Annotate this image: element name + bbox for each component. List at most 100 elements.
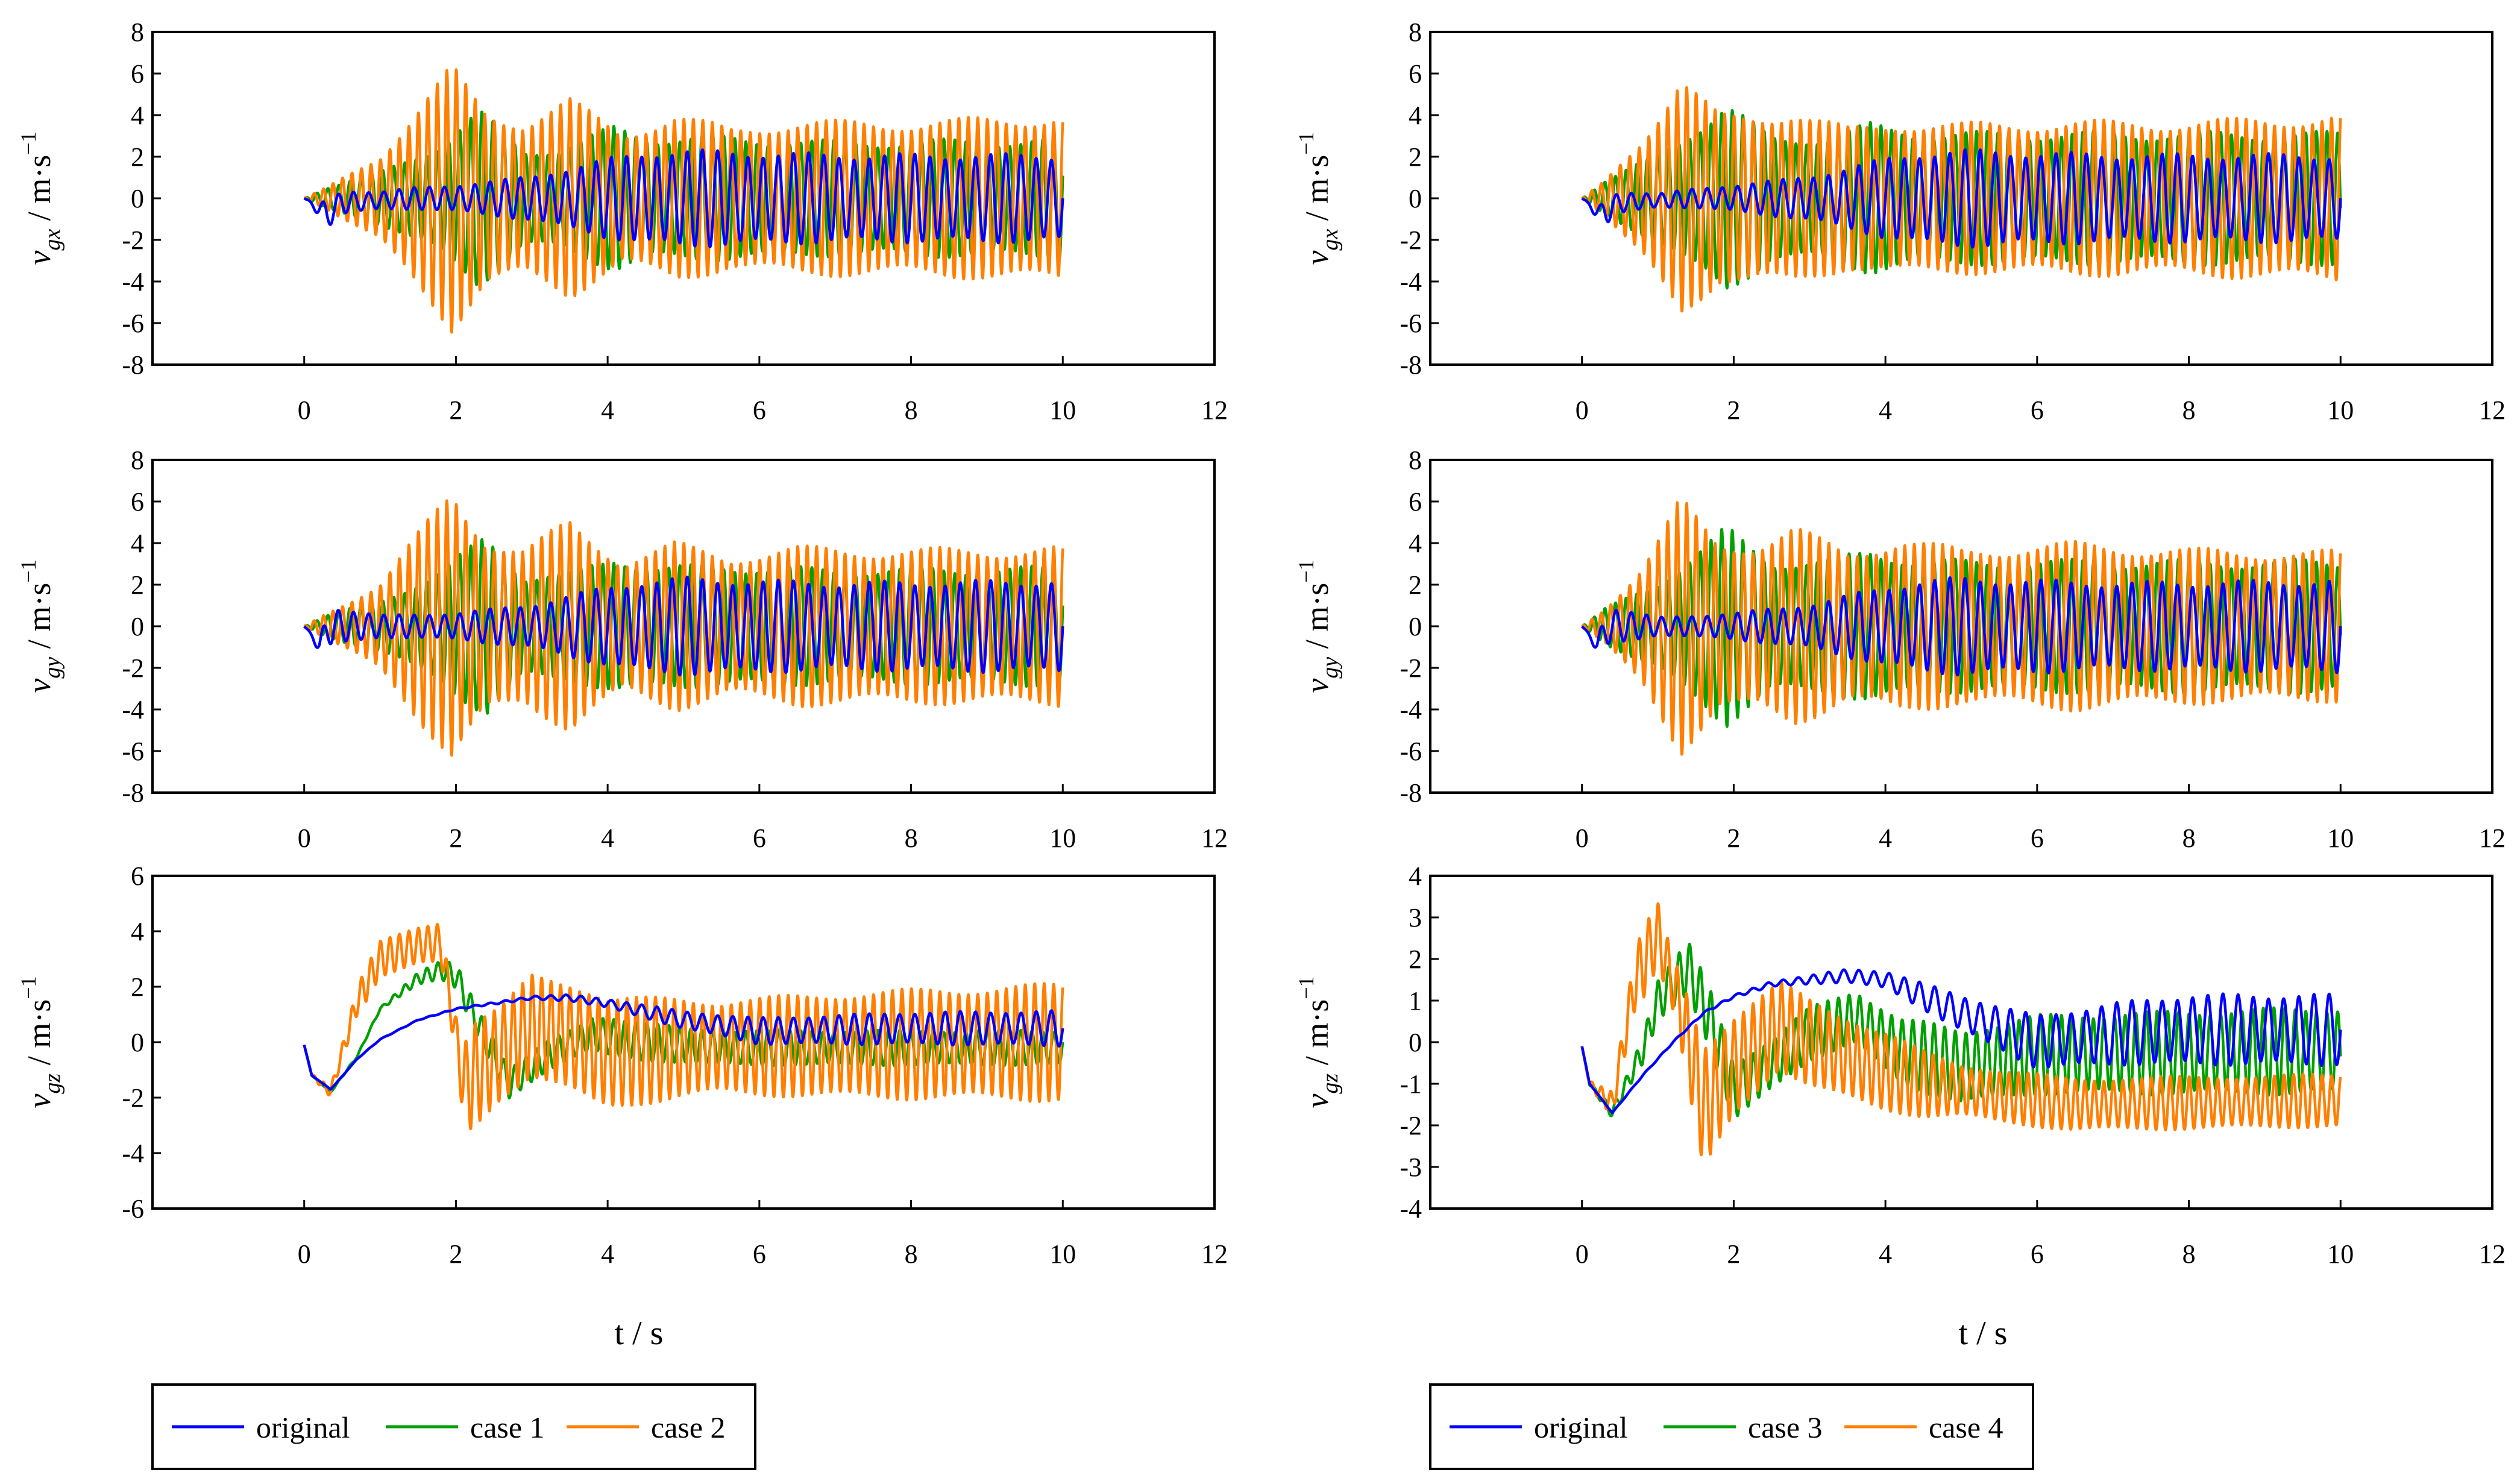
- vgy-left-ytick-label-5: 2: [131, 570, 144, 600]
- vgy-left-xtick-label-5: 10: [1049, 823, 1076, 853]
- vgx-left-ytick-label-2: -4: [122, 267, 144, 297]
- vgx-right-ytick-label-0: -8: [1400, 350, 1422, 380]
- vgy-left-ytick-label-0: -8: [122, 778, 144, 808]
- vgy-right-ytick-label-6: 4: [1409, 529, 1422, 558]
- vgy-right-xtick-label-1: 2: [1727, 823, 1740, 853]
- x-axis-title-right: t / s: [1959, 1315, 2008, 1352]
- vgy-left-xtick-label-0: 0: [298, 823, 311, 853]
- vgz-left-xtick-label-4: 8: [905, 1239, 918, 1269]
- vgx-right-ytick-label-1: -6: [1400, 309, 1422, 338]
- legend-right-label-case-3: case 3: [1748, 1410, 1823, 1444]
- vgx-left-series-case-2: [303, 68, 1064, 334]
- vgx-right-ytick-label-4: 0: [1409, 184, 1422, 213]
- vgz-right-xtick-label-5: 10: [2327, 1239, 2354, 1269]
- vgz-left-ytick-label-3: 0: [131, 1028, 144, 1057]
- panel-vgz-left: -6 -4 -2 0 2 4 6 0 2 4 6 8 10 12 vgz / m·s−1: [16, 861, 1228, 1269]
- vgz-right-xtick-label-3: 6: [2031, 1239, 2044, 1269]
- vgz-left-xtick-label-1: 2: [449, 1239, 462, 1269]
- vgz-left-ytick-label-0: -6: [122, 1194, 144, 1224]
- vgy-right-ytick-label-3: -2: [1400, 653, 1422, 683]
- vgy-left-ytick-label-2: -4: [122, 695, 144, 725]
- vgx-left-ytick-label-7: 6: [131, 59, 144, 89]
- vgz-left-xtick-label-2: 4: [601, 1239, 614, 1269]
- vgy-left-xtick-label-2: 4: [601, 823, 614, 853]
- vgy-right-series-case-4: [1580, 501, 2342, 756]
- vgx-right-ytick-label-3: -2: [1400, 225, 1422, 255]
- vgx-right-ytick-label-2: -4: [1400, 267, 1422, 297]
- vgz-right-ytick-label-1: -3: [1400, 1152, 1422, 1182]
- vgy-left-ylabel: vgy / m·s−1: [16, 559, 65, 693]
- vgy-left-xtick-label-6: 12: [1201, 823, 1228, 853]
- vgy-left-ytick-label-1: -6: [122, 737, 144, 766]
- vgy-right-xtick-label-5: 10: [2327, 823, 2354, 853]
- legend-left-label-case-1: case 1: [470, 1410, 545, 1444]
- vgz-right-series-case-4: [1580, 902, 2342, 1157]
- vgx-left-ytick-label-6: 4: [131, 101, 144, 130]
- vgy-left-ytick-label-3: -2: [122, 653, 144, 683]
- vgx-left-ytick-label-0: -8: [122, 350, 144, 380]
- vgx-right-ytick-label-7: 6: [1409, 59, 1422, 89]
- vgz-left-series-case-2: [303, 923, 1064, 1130]
- vgz-left-ytick-label-1: -4: [122, 1139, 144, 1168]
- vgy-left-ytick-label-6: 4: [131, 529, 144, 558]
- vgx-left-plot-frame: [151, 31, 1216, 366]
- legend-left-label-case-2: case 2: [651, 1410, 726, 1444]
- vgz-left-xtick-label-3: 6: [753, 1239, 766, 1269]
- vgx-right-ytick-label-6: 4: [1409, 101, 1422, 130]
- vgz-right-plot-frame: [1429, 875, 2493, 1210]
- vgx-left-ytick-label-3: -2: [122, 225, 144, 255]
- vgy-right-ytick-label-7: 6: [1409, 487, 1422, 517]
- vgx-right-xtick-label-2: 4: [1879, 395, 1892, 425]
- vgy-right-series-original: [1580, 576, 2342, 677]
- vgx-left-ytick-label-1: -6: [122, 309, 144, 338]
- panel-vgx-right: -8 -6 -4 -2 0 2 4 6 8 0 2 4 6 8 10 12 vgx / m·s−1: [1294, 17, 2506, 425]
- legend-right-label-original: original: [1534, 1410, 1628, 1444]
- vgx-right-xtick-label-3: 6: [2031, 395, 2044, 425]
- vgx-left-xtick-label-1: 2: [449, 395, 462, 425]
- vgz-right-series-case-3: [1580, 943, 2342, 1118]
- vgz-left-xtick-label-5: 10: [1049, 1239, 1076, 1269]
- vgz-left-ytick-label-5: 4: [131, 917, 144, 946]
- vgx-right-xtick-label-6: 12: [2479, 395, 2506, 425]
- vgy-left-series-case-2: [303, 499, 1064, 757]
- vgy-left-xtick-label-1: 2: [449, 823, 462, 853]
- legend-right-frame: [1429, 1383, 2034, 1470]
- vgy-right-ytick-label-1: -6: [1400, 737, 1422, 766]
- vgz-right-ytick-label-7: 3: [1409, 903, 1422, 932]
- vgz-left-xtick-label-6: 12: [1201, 1239, 1228, 1269]
- vgz-right-ytick-label-5: 1: [1409, 986, 1422, 1016]
- vgy-right-plot-frame: [1429, 459, 2493, 794]
- vgx-right-ytick-label-8: 8: [1409, 17, 1422, 47]
- panel-vgy-right: -8 -6 -4 -2 0 2 4 6 8 0 2 4 6 8 10 12 vgy / m·s−1: [1294, 445, 2506, 853]
- vgy-right-ylabel: vgy / m·s−1: [1294, 559, 1343, 693]
- vgz-right-ytick-label-6: 2: [1409, 945, 1422, 974]
- vgx-right-xtick-label-4: 8: [2182, 395, 2196, 425]
- vgx-right-xtick-label-5: 10: [2327, 395, 2354, 425]
- vgz-left-xtick-label-0: 0: [298, 1239, 311, 1269]
- vgx-left-ylabel: vgx / m·s−1: [16, 131, 65, 265]
- vgx-right-plot-frame: [1429, 31, 2493, 366]
- vgx-right-ytick-label-5: 2: [1409, 142, 1422, 172]
- vgx-left-xtick-label-6: 12: [1201, 395, 1228, 425]
- legend-left-label-original: original: [256, 1410, 350, 1444]
- vgy-left-plot-frame: [151, 459, 1216, 794]
- vgx-left-xtick-label-4: 8: [905, 395, 918, 425]
- vgz-right-ytick-label-4: 0: [1409, 1028, 1422, 1057]
- vgy-right-xtick-label-6: 12: [2479, 823, 2506, 853]
- vgy-left-ytick-label-7: 6: [131, 487, 144, 517]
- vgz-left-plot-frame: [151, 875, 1216, 1210]
- legend-left-frame: [151, 1383, 756, 1470]
- vgx-left-ytick-label-4: 0: [131, 184, 144, 213]
- vgy-right-xtick-label-4: 8: [2182, 823, 2196, 853]
- vgy-right-ytick-label-4: 0: [1409, 612, 1422, 641]
- legend-left: original case 1 case 2: [151, 1383, 756, 1470]
- vgy-right-ytick-label-8: 8: [1409, 445, 1422, 475]
- vgx-right-ylabel: vgx / m·s−1: [1294, 131, 1343, 265]
- vgz-left-ytick-label-6: 6: [131, 861, 144, 891]
- panel-vgx-left: -8 -6 -4 -2 0 2 4 6 8 0 2 4 6 8 10 12 vgx / m·s−1: [16, 17, 1228, 425]
- vgx-left-series-original: [303, 148, 1064, 248]
- vgy-left-ytick-label-4: 0: [131, 612, 144, 641]
- vgx-right-series-case-4: [1580, 86, 2342, 313]
- vgy-right-xtick-label-3: 6: [2031, 823, 2044, 853]
